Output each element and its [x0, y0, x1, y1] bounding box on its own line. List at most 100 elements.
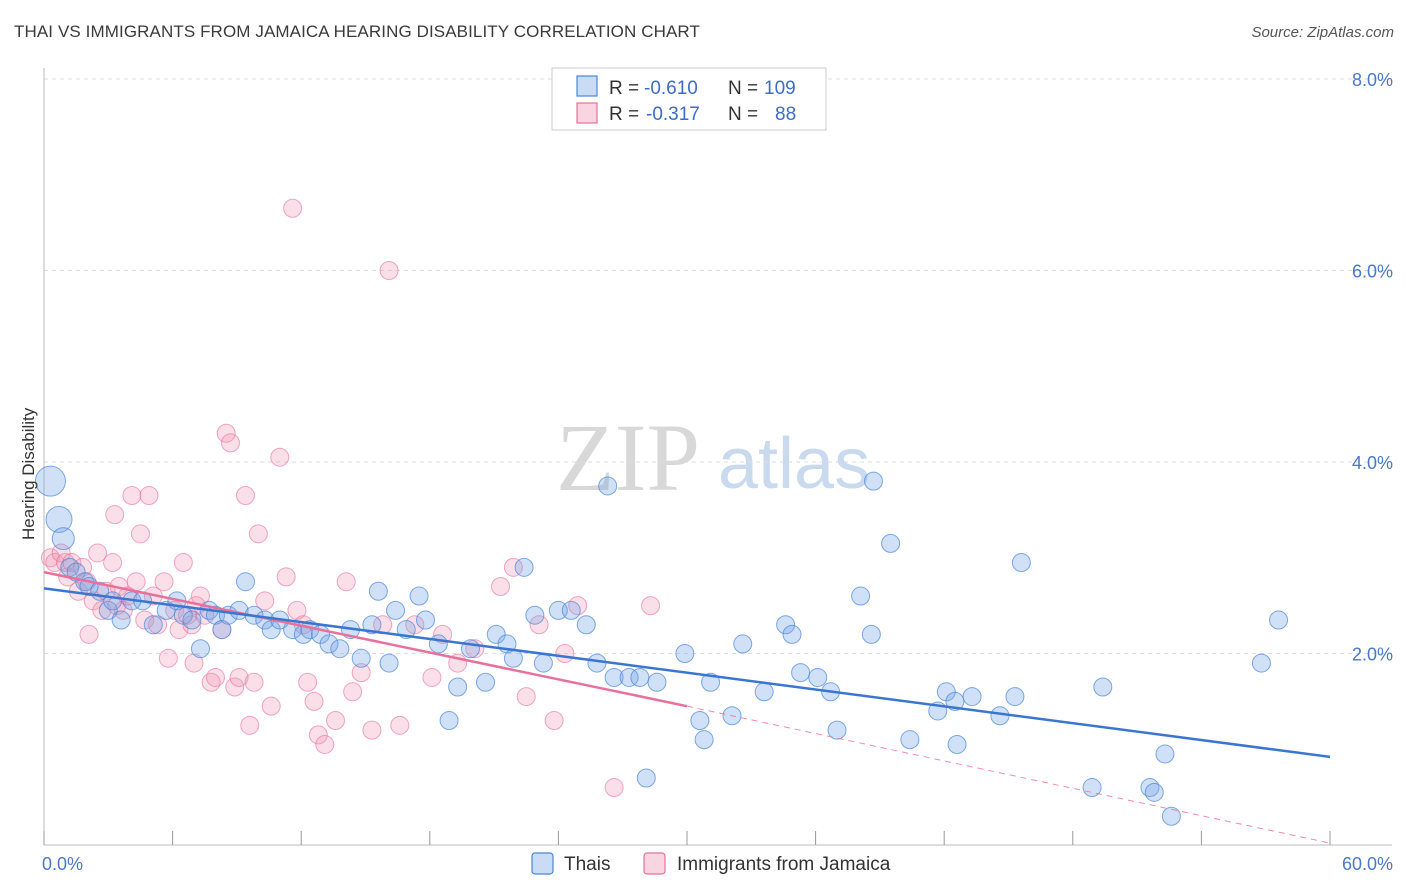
data-point-jamaica — [130, 524, 150, 544]
series-immigrants-from-jamaica — [40, 198, 661, 798]
data-point-thais — [103, 591, 123, 611]
data-point-jamaica — [51, 543, 71, 563]
data-point-thais — [1093, 677, 1113, 697]
legend-swatch-thais — [576, 75, 598, 97]
data-point-jamaica — [79, 624, 99, 644]
data-point-thais — [791, 663, 811, 683]
data-point-jamaica — [139, 486, 159, 506]
data-point-thais — [1269, 610, 1289, 630]
data-point-thais — [1082, 778, 1102, 798]
data-point-thais — [362, 615, 382, 635]
legend-r-value-jamaica: -0.317 — [646, 104, 700, 125]
data-point-jamaica — [103, 553, 123, 573]
data-point-jamaica — [220, 433, 240, 453]
data-point-thais — [604, 667, 624, 687]
legend-r-label-jamaica: R = — [609, 104, 639, 125]
data-point-jamaica — [158, 648, 178, 668]
data-point-thais — [386, 600, 406, 620]
y-tick-label: 8.0% — [1352, 70, 1393, 90]
data-point-jamaica — [270, 447, 290, 467]
data-point-thais — [598, 476, 618, 496]
data-point-thais — [782, 624, 802, 644]
data-point-jamaica — [105, 505, 125, 525]
data-point-thais — [1161, 806, 1181, 826]
data-point-jamaica — [336, 572, 356, 592]
data-point-jamaica — [235, 486, 255, 506]
data-point-thais — [861, 624, 881, 644]
legend-swatch-jamaica — [576, 102, 598, 124]
legend-r-value-thais: -0.610 — [644, 78, 698, 99]
data-point-thais — [45, 505, 73, 533]
data-point-jamaica — [92, 600, 112, 620]
data-point-thais — [514, 557, 534, 577]
bottom-legend-swatch-thais — [531, 852, 554, 875]
data-point-thais — [881, 533, 901, 553]
data-point-jamaica — [555, 644, 575, 663]
data-point-thais — [235, 572, 255, 592]
tick-labels: 2.0% 4.0% 6.0% 8.0% 0.0% 60.0% — [42, 70, 1393, 874]
data-point-thais — [808, 667, 828, 687]
trend-line-thais — [43, 587, 1331, 759]
data-point-jamaica — [244, 672, 264, 692]
data-point-thais — [1144, 782, 1164, 802]
data-point-thais — [636, 768, 656, 788]
data-point-jamaica — [184, 653, 204, 673]
data-point-jamaica — [405, 615, 425, 635]
trend-lines — [43, 570, 1331, 844]
data-point-jamaica — [62, 553, 82, 573]
data-point-thais — [619, 667, 639, 687]
data-point-thais — [98, 600, 118, 620]
watermark-zip: ZIP — [556, 404, 700, 511]
data-point-thais — [476, 672, 496, 692]
data-point-thais — [851, 586, 871, 606]
data-point-thais — [503, 648, 523, 668]
data-point-thais — [776, 615, 796, 635]
data-point-thais — [630, 667, 650, 687]
data-point-thais — [182, 610, 202, 630]
data-point-thais — [1155, 744, 1175, 764]
y-tick-label: 4.0% — [1352, 453, 1393, 473]
data-point-jamaica — [379, 261, 399, 280]
data-point-jamaica — [283, 198, 303, 218]
data-point-jamaica — [255, 591, 275, 611]
legend-n-value-thais: 109 — [764, 78, 796, 99]
data-point-jamaica — [135, 610, 155, 630]
data-point-thais — [587, 653, 607, 673]
data-point-jamaica — [343, 682, 363, 702]
data-point-thais — [754, 682, 774, 702]
data-point-jamaica — [604, 778, 624, 798]
y-axis-title: Hearing Disability — [19, 407, 38, 540]
data-point-jamaica — [351, 663, 371, 683]
bottom-legend-label-thais: Thais — [564, 854, 610, 875]
trend-line-jamaica-extension — [686, 705, 1331, 844]
data-point-thais — [1011, 553, 1031, 573]
legend-n-value-jamaica: 88 — [775, 104, 796, 125]
data-point-thais — [51, 527, 75, 551]
data-point-thais — [409, 586, 429, 606]
data-point-jamaica — [641, 596, 661, 616]
data-point-thais — [863, 471, 883, 491]
data-point-jamaica — [308, 725, 328, 745]
data-point-jamaica — [248, 524, 268, 544]
data-point-jamaica — [362, 720, 382, 740]
data-point-thais — [525, 605, 545, 625]
data-point-thais — [416, 610, 436, 630]
chart-title: THAI VS IMMIGRANTS FROM JAMAICA HEARING … — [14, 22, 700, 41]
data-point-jamaica — [240, 715, 260, 735]
data-point-jamaica — [276, 567, 296, 587]
axes — [43, 68, 1392, 846]
data-point-thais — [143, 615, 163, 635]
data-point-thais — [533, 653, 553, 673]
data-point-thais — [428, 634, 448, 654]
data-point-thais — [1251, 653, 1271, 673]
data-point-jamaica — [491, 576, 511, 596]
trend-line-jamaica — [43, 570, 688, 708]
bottom-legend-label-jamaica: Immigrants from Jamaica — [677, 854, 891, 875]
data-point-jamaica — [422, 667, 442, 687]
legend-n-label-thais: N = — [728, 78, 758, 99]
legend-n-label-jamaica: N = — [728, 104, 758, 125]
data-point-jamaica — [529, 615, 549, 635]
data-point-jamaica — [315, 734, 335, 754]
data-point-jamaica — [261, 696, 281, 716]
